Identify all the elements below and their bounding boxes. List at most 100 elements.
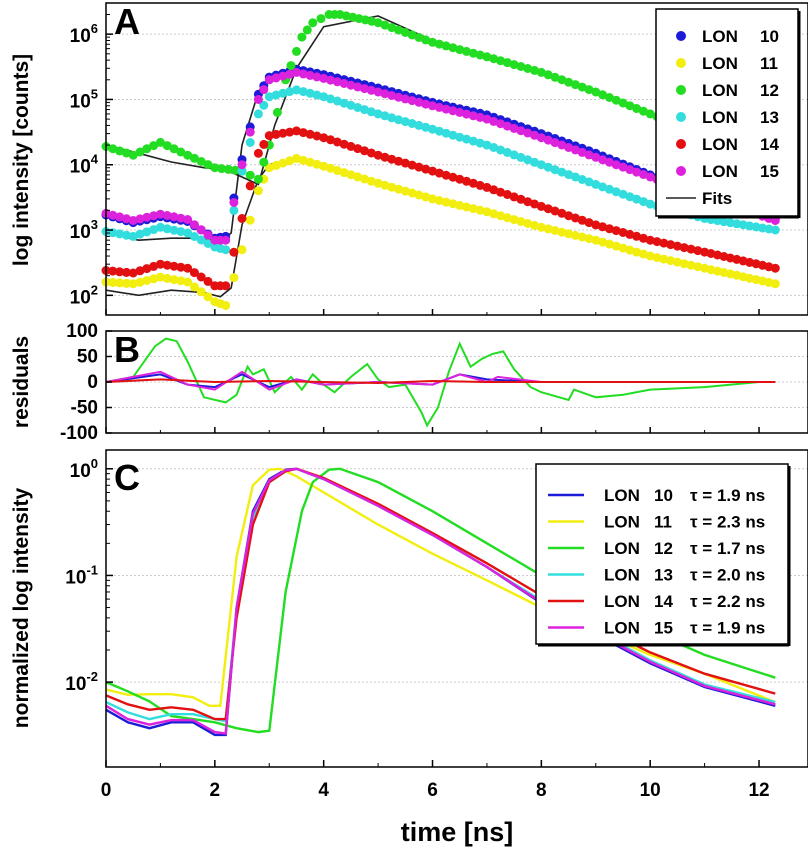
data-point <box>189 153 199 163</box>
data-point <box>121 267 131 277</box>
legend-label: LON <box>702 108 738 127</box>
data-point <box>142 212 152 222</box>
data-point <box>509 215 519 225</box>
data-point <box>298 87 308 97</box>
data-point <box>496 187 505 197</box>
data-point <box>176 262 186 272</box>
data-point <box>693 262 703 272</box>
data-point <box>618 98 628 108</box>
data-point <box>441 170 451 180</box>
data-point <box>523 197 533 207</box>
legend-label: τ = 2.2 ns <box>690 592 765 611</box>
data-point <box>570 145 580 155</box>
data-point <box>380 20 390 30</box>
panel-b: -100 -50 0 50 100 B residuals <box>10 321 808 444</box>
data-point <box>326 135 335 145</box>
data-point <box>319 73 329 83</box>
data-point <box>308 18 318 28</box>
legend-label: τ = 1.7 ns <box>690 539 765 558</box>
data-point <box>428 37 437 47</box>
data-point <box>271 160 281 170</box>
data-point <box>203 160 213 170</box>
data-point <box>366 148 376 158</box>
data-point <box>516 217 526 226</box>
data-point <box>319 92 329 102</box>
data-point <box>770 279 780 289</box>
x-tick-label: 12 <box>748 780 769 801</box>
panel-c: 10-2 10-1 100 0 2 4 6 8 10 12 C normalized log i… <box>10 449 808 801</box>
data-point <box>666 240 676 250</box>
panel-a-letter: A <box>114 1 140 42</box>
data-point <box>475 180 485 190</box>
legend-label: 11 <box>654 513 672 532</box>
data-point <box>564 211 574 221</box>
legend-label: LON <box>604 539 640 558</box>
data-point <box>625 101 635 111</box>
data-point <box>346 100 356 110</box>
data-point <box>229 198 239 207</box>
data-point <box>516 126 526 136</box>
data-point <box>530 130 539 140</box>
data-point <box>264 92 274 102</box>
data-point <box>679 259 689 269</box>
data-point <box>155 272 165 282</box>
legend-label: 13 <box>654 566 673 585</box>
data-point <box>489 209 499 219</box>
data-point <box>502 213 512 223</box>
x-axis-label: time [ns] <box>401 817 514 847</box>
panel-b-y-label: residuals <box>10 336 33 428</box>
data-point <box>455 174 465 184</box>
data-point <box>237 214 247 223</box>
legend-label: τ = 2.3 ns <box>690 513 765 532</box>
data-point <box>353 103 363 112</box>
data-point <box>428 194 437 204</box>
data-point <box>135 277 145 287</box>
data-point <box>448 199 458 209</box>
data-point <box>611 95 621 105</box>
data-point <box>229 205 239 215</box>
data-point <box>502 121 512 131</box>
data-point <box>353 172 363 182</box>
data-point <box>434 168 444 178</box>
data-point <box>237 160 247 170</box>
data-point <box>135 229 145 239</box>
panel-a-y-tick-label: 106 <box>70 21 98 47</box>
panel-c-y-tick-label: 100 <box>70 456 98 482</box>
data-point <box>203 230 213 240</box>
data-point <box>259 100 269 110</box>
legend-marker <box>676 58 686 68</box>
data-point <box>475 205 485 215</box>
data-point <box>489 185 499 195</box>
data-point <box>312 159 322 169</box>
data-point <box>305 88 315 98</box>
data-point <box>366 85 376 95</box>
data-point <box>462 202 471 212</box>
data-point <box>245 170 255 180</box>
data-point <box>564 143 574 152</box>
data-point <box>302 25 312 35</box>
data-point <box>407 30 417 40</box>
x-tick-label: 2 <box>210 780 221 801</box>
data-point <box>462 109 471 119</box>
data-point <box>407 160 417 170</box>
data-point <box>441 197 451 207</box>
panel-a-legend: LON 10 LON 11 LON 12 LON 13 LON 14 LON 15 Fits <box>655 8 801 219</box>
data-point <box>264 163 274 173</box>
data-point <box>162 211 172 220</box>
panel-a-x-ticks <box>105 309 760 315</box>
data-point <box>468 111 478 121</box>
data-point <box>183 228 193 238</box>
data-point <box>448 106 458 116</box>
data-point <box>353 144 363 154</box>
data-point <box>611 241 621 251</box>
legend-label: 14 <box>760 135 779 154</box>
data-point <box>400 28 410 37</box>
data-point <box>380 111 390 121</box>
data-point <box>128 268 138 278</box>
data-point <box>253 186 263 196</box>
data-point <box>632 231 642 241</box>
data-point <box>360 146 369 156</box>
panel-c-y-tick-label: 10-2 <box>65 669 98 695</box>
data-point <box>366 176 376 186</box>
data-point <box>679 243 689 253</box>
